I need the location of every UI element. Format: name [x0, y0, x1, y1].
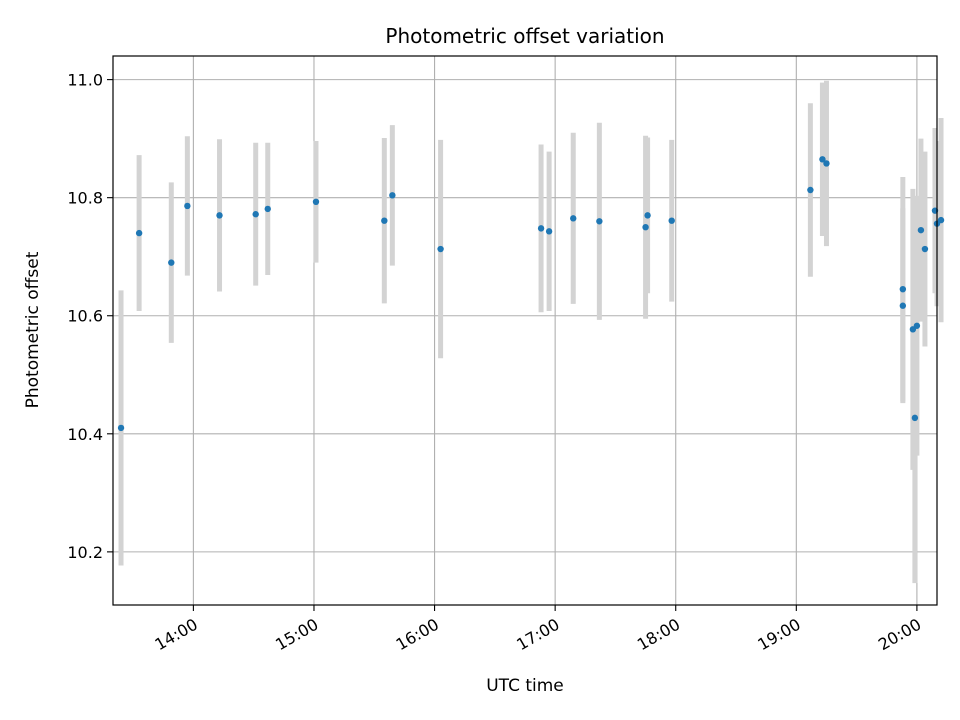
data-points — [117, 156, 945, 432]
data-point — [644, 212, 651, 219]
data-point — [823, 160, 830, 167]
data-point — [389, 192, 396, 199]
chart-title: Photometric offset variation — [385, 24, 664, 48]
data-point — [937, 216, 945, 224]
data-point — [913, 322, 921, 329]
data-point — [668, 217, 675, 224]
data-point — [264, 205, 271, 213]
data-point — [570, 215, 577, 222]
data-point — [642, 223, 649, 231]
data-point — [135, 229, 143, 237]
data-point — [252, 211, 259, 218]
data-point — [312, 198, 320, 206]
plot-frame — [112, 55, 938, 606]
y-tick-label: 10.6 — [67, 307, 103, 326]
data-point — [184, 202, 191, 210]
data-point — [911, 414, 919, 422]
y-tick-label: 10.8 — [67, 189, 103, 208]
data-point — [168, 259, 175, 266]
y-tick-label: 11.0 — [67, 71, 103, 90]
y-tick-label: 10.4 — [67, 425, 103, 444]
x-axis-label: UTC time — [486, 676, 564, 696]
data-point — [917, 226, 925, 234]
y-tick-label: 10.2 — [67, 543, 103, 562]
data-point — [437, 245, 444, 253]
data-point — [819, 156, 826, 163]
data-point — [807, 186, 814, 194]
data-point — [596, 218, 603, 225]
data-point — [216, 212, 223, 219]
data-point — [921, 245, 929, 253]
data-point — [899, 285, 907, 293]
y-axis-ticks: 10.2 10.4 10.6 10.8 11.0 — [67, 71, 113, 562]
data-point — [381, 217, 388, 224]
data-point — [545, 228, 553, 235]
data-point — [117, 424, 125, 432]
data-point — [537, 225, 545, 232]
data-point — [899, 302, 907, 309]
y-axis-label: Photometric offset — [23, 251, 43, 408]
